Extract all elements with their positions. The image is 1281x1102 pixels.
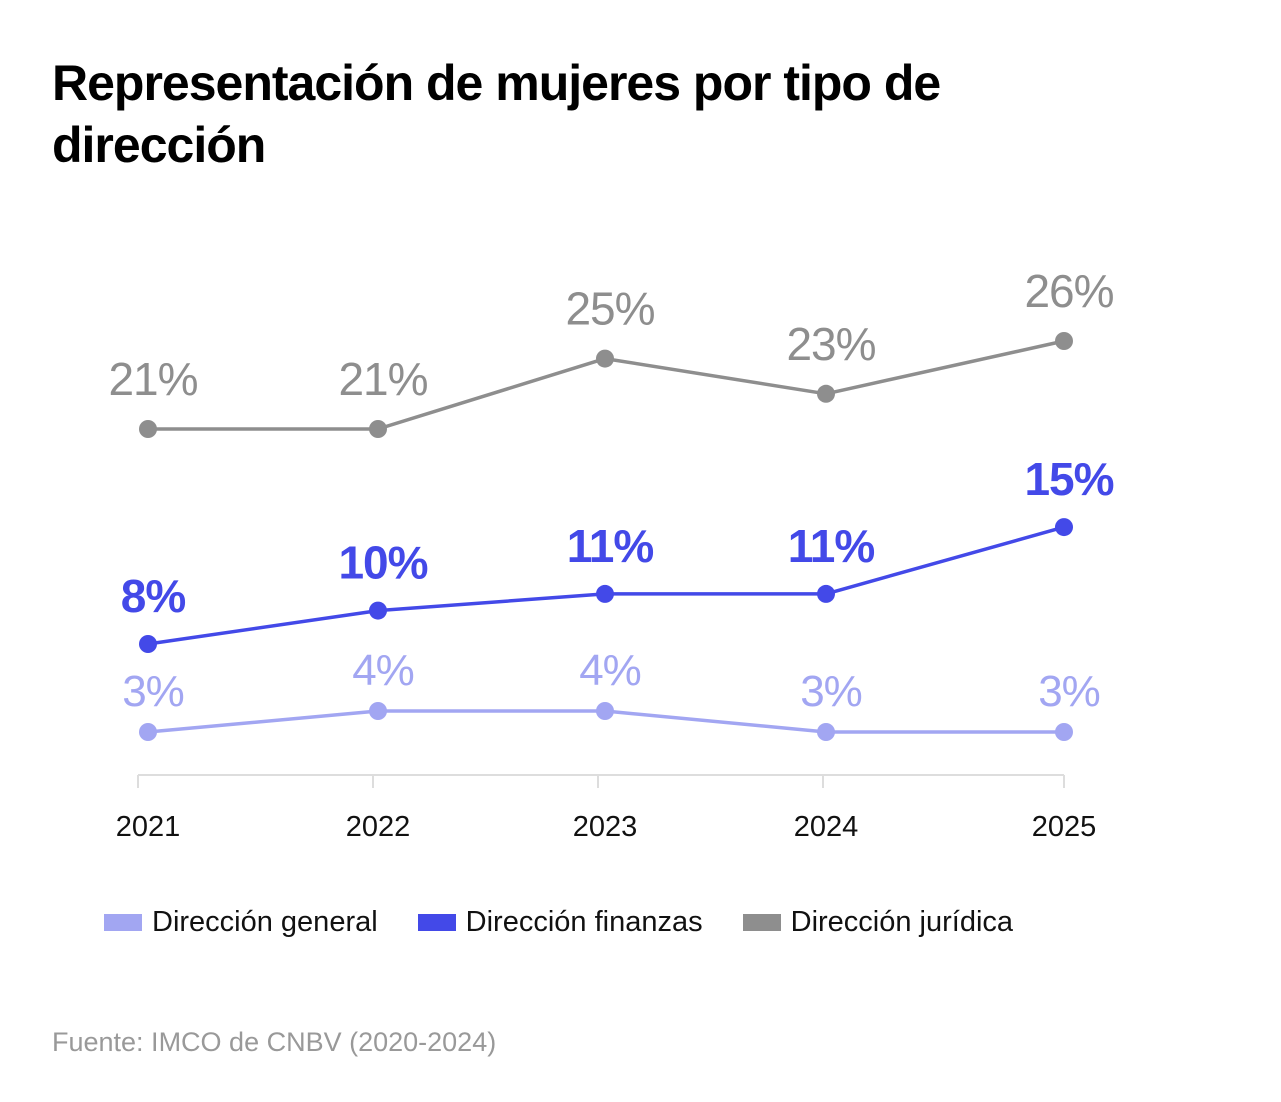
x-tick-label: 2022 [346, 811, 411, 843]
data-label: 21% [108, 353, 197, 405]
data-point [596, 349, 614, 368]
data-point [817, 723, 835, 741]
legend-label: Dirección finanzas [465, 906, 703, 938]
series-dirección-general: 3% 4% 4% 3% 3% [122, 646, 1101, 741]
data-point [139, 635, 157, 653]
data-label: 4% [352, 646, 414, 695]
data-label: 3% [800, 667, 862, 716]
series-dirección-finanzas: 8% 10% 11% 11% 15% [121, 453, 1115, 653]
data-point [139, 420, 157, 438]
data-label: 4% [579, 646, 641, 695]
data-point [1055, 332, 1073, 350]
x-tick-label: 2021 [116, 811, 181, 843]
data-point [596, 584, 614, 603]
data-point [817, 584, 835, 603]
legend-item: Dirección finanzas [417, 906, 703, 939]
series-layer: 21% 21% 25% 23% 26% 8% 10% 11% 11% 15% 3% 4% 4% 3% 3% [108, 265, 1115, 741]
x-axis: 2021 2022 2023 2024 2025 [116, 774, 1097, 843]
legend-swatch [417, 914, 456, 931]
data-point [369, 601, 387, 620]
data-point [1055, 723, 1073, 741]
data-point [369, 702, 387, 720]
x-tick-label: 2025 [1032, 811, 1097, 843]
data-point [817, 384, 835, 403]
data-label: 21% [338, 353, 427, 405]
data-point [1055, 518, 1073, 537]
data-label: 3% [122, 667, 184, 716]
source-note: Fuente: IMCO de CNBV (2020-2024) [52, 1027, 497, 1057]
legend-label: Dirección jurídica [790, 906, 1014, 938]
legend: Dirección general Dirección finanzas Direc… [104, 906, 1053, 939]
legend-swatch [742, 914, 781, 931]
data-label: 26% [1024, 265, 1113, 317]
data-label: 3% [1038, 667, 1100, 716]
data-label: 11% [788, 520, 875, 572]
data-label: 25% [565, 283, 654, 335]
data-point [369, 420, 387, 438]
data-point [139, 723, 157, 741]
x-tick-label: 2024 [794, 811, 859, 843]
data-label: 10% [338, 537, 427, 589]
series-dirección-jurídica: 21% 21% 25% 23% 26% [108, 265, 1115, 438]
legend-swatch [104, 914, 142, 931]
data-point [596, 702, 614, 720]
data-label: 8% [121, 570, 186, 622]
legend-label: Dirección general [152, 906, 378, 938]
chart-title: Representación de mujeres por tipo de di… [52, 55, 941, 173]
legend-item: Dirección jurídica [742, 906, 1014, 939]
x-tick-label: 2023 [573, 811, 638, 843]
data-label: 15% [1024, 453, 1113, 505]
data-label: 11% [567, 520, 654, 572]
data-label: 23% [786, 318, 875, 370]
legend-item: Dirección general [104, 906, 378, 939]
